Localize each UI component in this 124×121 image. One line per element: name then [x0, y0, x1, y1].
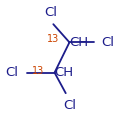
Text: Cl: Cl: [44, 6, 57, 19]
Text: Cl: Cl: [102, 36, 115, 49]
Text: 13: 13: [47, 34, 60, 44]
Text: Cl: Cl: [63, 99, 76, 112]
Text: 13: 13: [32, 66, 45, 76]
Text: CH: CH: [69, 36, 89, 49]
Text: CH: CH: [55, 66, 74, 79]
Text: Cl: Cl: [6, 66, 19, 79]
